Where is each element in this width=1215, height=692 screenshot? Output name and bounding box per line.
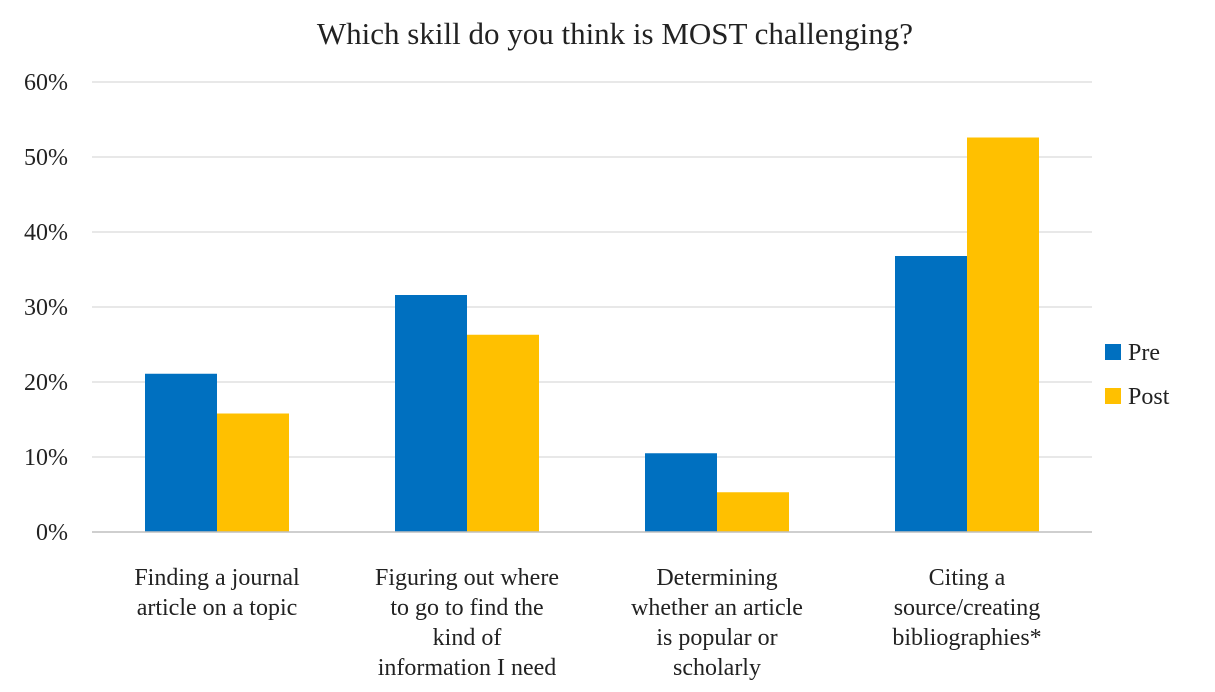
bar-post — [967, 137, 1039, 532]
category-label-line: Determining — [656, 565, 777, 591]
bar-pre — [145, 373, 217, 532]
category-labels: Finding a journal article on a topic Figur… — [134, 565, 1041, 681]
category-label-line: to go to find the — [390, 595, 543, 621]
bar-post — [217, 413, 289, 532]
y-tick-label: 50% — [24, 145, 68, 171]
category-label-line: source/creating — [894, 595, 1041, 621]
category-label-line: kind of — [433, 625, 502, 651]
y-tick-label: 20% — [24, 370, 68, 396]
y-tick-label: 30% — [24, 295, 68, 321]
y-axis-tick-labels: 0% 10% 20% 30% 40% 50% 60% — [24, 70, 68, 546]
category-label-line: bibliographies* — [892, 625, 1041, 651]
y-tick-label: 10% — [24, 445, 68, 471]
y-tick-label: 0% — [36, 520, 68, 546]
category-label-line: Citing a — [929, 565, 1006, 591]
category-label: Determining whether an article is popular … — [631, 565, 803, 681]
legend-label-pre: Pre — [1128, 340, 1160, 366]
category-label-line: Figuring out where — [375, 565, 559, 591]
chart-title: Which skill do you think is MOST challen… — [317, 16, 913, 51]
legend-label-post: Post — [1128, 384, 1170, 410]
category-label-line: is popular or — [656, 625, 777, 651]
legend-swatch-post — [1105, 388, 1121, 404]
legend-swatch-pre — [1105, 344, 1121, 360]
legend: Pre Post — [1105, 340, 1170, 410]
category-label-line: scholarly — [673, 655, 761, 681]
bar-post — [467, 334, 539, 532]
bars — [145, 137, 1039, 532]
category-label: Citing a source/creating bibliographies* — [892, 565, 1041, 651]
bar-pre — [395, 295, 467, 532]
category-label-line: information I need — [378, 655, 557, 681]
bar-pre — [645, 453, 717, 532]
bar-post — [717, 492, 789, 532]
category-label: Finding a journal article on a topic — [134, 565, 300, 621]
category-label: Figuring out where to go to find the kind … — [375, 565, 559, 681]
y-tick-label: 40% — [24, 220, 68, 246]
category-label-line: whether an article — [631, 595, 803, 621]
y-tick-label: 60% — [24, 70, 68, 96]
bar-pre — [895, 256, 967, 532]
category-label-line: Finding a journal — [134, 565, 300, 591]
category-label-line: article on a topic — [137, 595, 298, 621]
